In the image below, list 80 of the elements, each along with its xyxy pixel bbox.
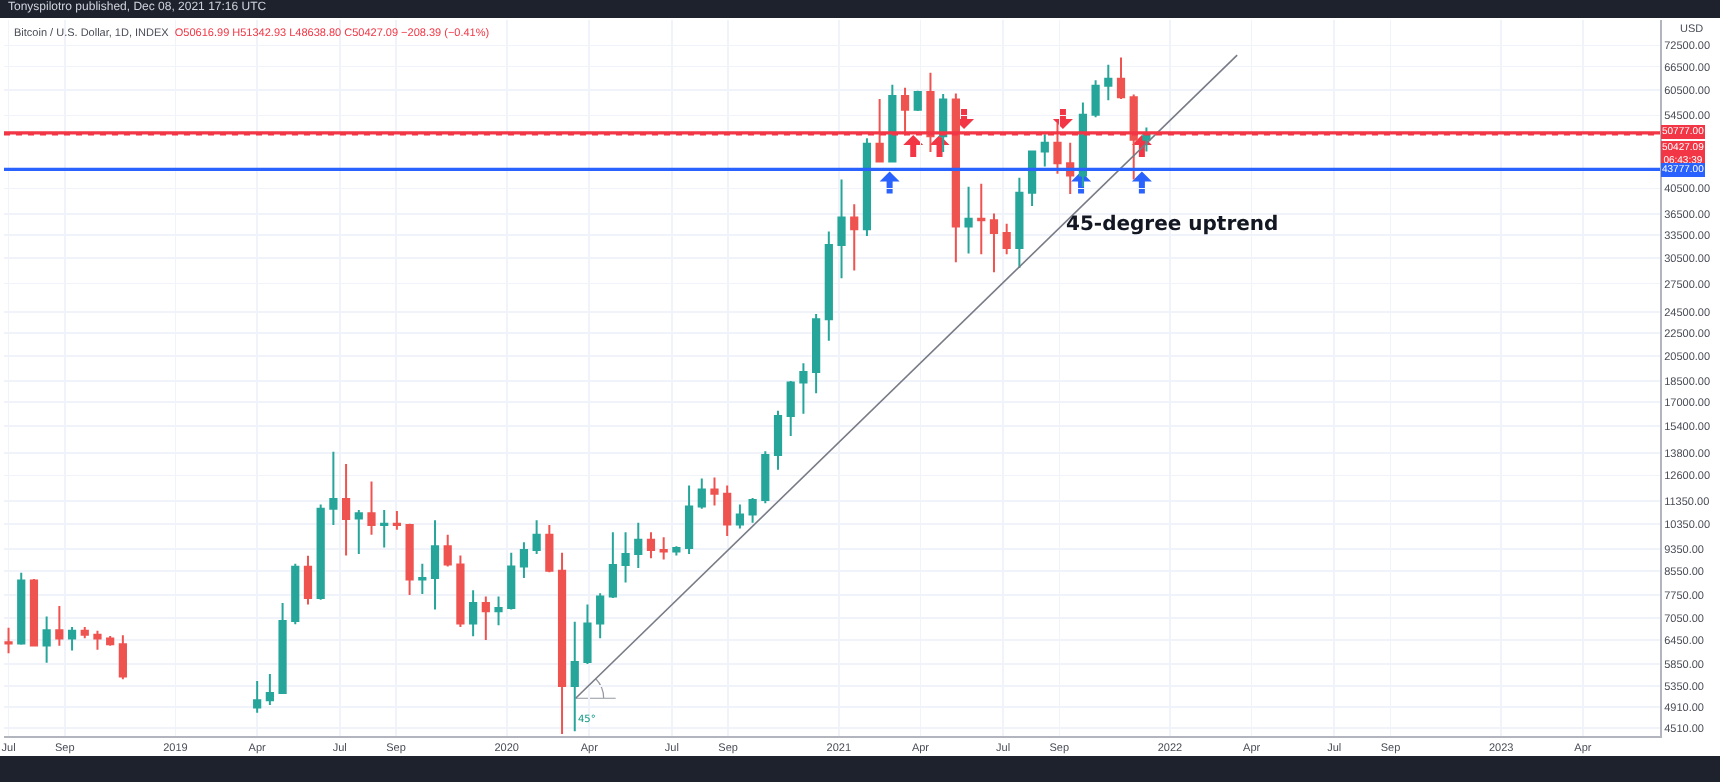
candlestick <box>646 531 656 560</box>
candlestick <box>1104 63 1113 102</box>
candlestick <box>67 626 77 652</box>
candlestick <box>545 524 554 574</box>
candlestick <box>1142 126 1151 153</box>
candlestick <box>1053 121 1062 175</box>
candlestick <box>608 531 617 600</box>
candlestick <box>684 484 694 556</box>
candlestick <box>507 551 516 611</box>
candlestick <box>1015 176 1024 270</box>
candlestick <box>786 380 795 437</box>
candlestick <box>723 484 732 537</box>
candlestick <box>456 554 465 629</box>
candlestick <box>697 477 706 510</box>
candlestick <box>519 541 529 580</box>
candlestick <box>118 634 127 681</box>
candlestick <box>672 545 681 557</box>
candlestick <box>329 450 338 526</box>
candlestick <box>989 212 999 274</box>
candlestick <box>367 480 376 536</box>
candlestick <box>29 577 39 647</box>
candlestick <box>748 496 757 524</box>
candlestick <box>430 519 440 611</box>
candlestick <box>303 554 313 606</box>
candlestick <box>55 604 64 647</box>
candlestick <box>773 409 783 471</box>
candlestick <box>1040 133 1049 168</box>
candlestick <box>80 626 89 640</box>
candlestick <box>1027 149 1037 208</box>
candlestick <box>1116 56 1126 100</box>
candlestick <box>265 672 274 707</box>
candlestick <box>862 137 872 237</box>
candlestick <box>341 463 351 557</box>
candlestick <box>481 595 490 642</box>
candlestick <box>1002 222 1011 256</box>
candlestick <box>812 313 821 395</box>
candlestick <box>900 86 910 137</box>
candlestick <box>659 536 668 561</box>
candlestick <box>557 551 567 736</box>
candlestick <box>710 476 719 507</box>
candlestick <box>354 508 363 556</box>
candlestick <box>1129 93 1138 181</box>
candlestick <box>443 533 452 568</box>
candlestick <box>926 71 935 153</box>
candlestick <box>977 182 986 256</box>
candlestick <box>888 83 897 164</box>
candlestick <box>380 508 389 549</box>
candlestick <box>291 562 300 626</box>
candlestick <box>761 450 770 505</box>
candlestick <box>93 629 102 651</box>
candlestick <box>735 503 745 530</box>
candlestick <box>392 510 402 531</box>
candlestick <box>621 531 630 584</box>
candlestick <box>951 92 960 264</box>
candlestick <box>532 519 541 556</box>
candlestick <box>4 626 13 655</box>
candlestick <box>405 522 414 596</box>
candlestick <box>253 680 262 714</box>
candlestick <box>418 562 427 595</box>
candlestick <box>494 595 503 627</box>
candlestick <box>316 503 325 601</box>
candlestick <box>596 592 605 640</box>
candlestick <box>837 178 846 280</box>
candlestick <box>964 185 973 255</box>
candlestick <box>469 589 478 638</box>
candlestick <box>570 620 579 733</box>
candlestick <box>799 362 808 415</box>
candlestick <box>875 98 884 164</box>
candlestick <box>1091 79 1100 119</box>
candlestick <box>913 89 922 113</box>
candlestick <box>634 521 643 569</box>
candlestick <box>939 92 948 153</box>
candlestick <box>850 203 859 272</box>
candlestick <box>1078 101 1087 188</box>
candlestick <box>17 571 26 646</box>
candlestick <box>42 615 51 664</box>
candlestick <box>583 603 592 666</box>
annotation: 45-degree uptrend <box>1066 214 1279 236</box>
candlestick <box>278 601 287 694</box>
candlestick <box>824 230 833 342</box>
